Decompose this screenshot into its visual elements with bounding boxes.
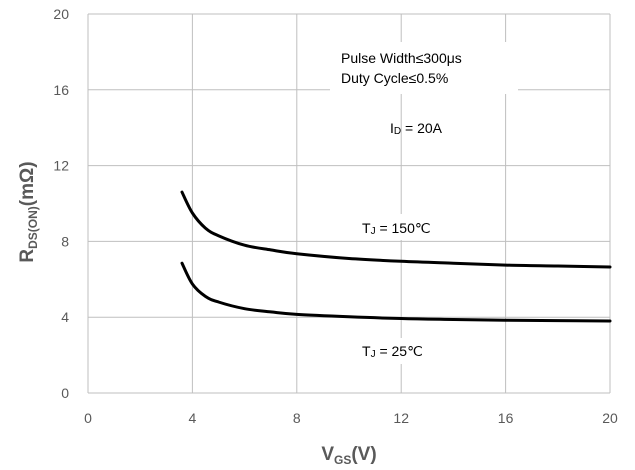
duty-cycle-annotation: Duty Cycle≤0.5% <box>341 70 448 86</box>
x-axis-title: VGS(V) <box>321 444 376 467</box>
y-tick-label-16: 16 <box>53 82 69 98</box>
x-tick-label-0: 0 <box>84 410 92 426</box>
x-tick-label-20: 20 <box>602 410 618 426</box>
y-axis-title: RDS(ON)(mΩ) <box>17 161 40 262</box>
y-tick-label-0: 0 <box>61 385 69 401</box>
pulse-width-annotation: Pulse Width≤300μs <box>341 50 462 66</box>
tj-25-annotation: TJ = 25℃ <box>362 343 423 360</box>
x-tick-label-4: 4 <box>189 410 197 426</box>
x-tick-label-16: 16 <box>498 410 514 426</box>
tj-hot-annotation-bg <box>352 214 467 240</box>
id-condition-annotation: ID = 20A <box>390 120 443 137</box>
y-tick-label-8: 8 <box>61 233 69 249</box>
x-tick-label-8: 8 <box>293 410 301 426</box>
tj-150-annotation: TJ = 150℃ <box>362 220 431 237</box>
y-tick-label-4: 4 <box>61 309 69 325</box>
y-tick-label-20: 20 <box>53 6 69 22</box>
y-tick-label-12: 12 <box>53 158 69 174</box>
tj-cold-annotation-bg <box>352 338 462 364</box>
x-tick-label-12: 12 <box>393 410 409 426</box>
pulse-annotation-bg <box>330 42 518 94</box>
series-line-tj-150 <box>180 190 612 269</box>
tick-labels: 0 4 8 12 16 20 0 4 8 12 16 20 <box>53 6 618 426</box>
series-line-tj-25 <box>180 261 612 323</box>
series-layer <box>180 190 612 323</box>
